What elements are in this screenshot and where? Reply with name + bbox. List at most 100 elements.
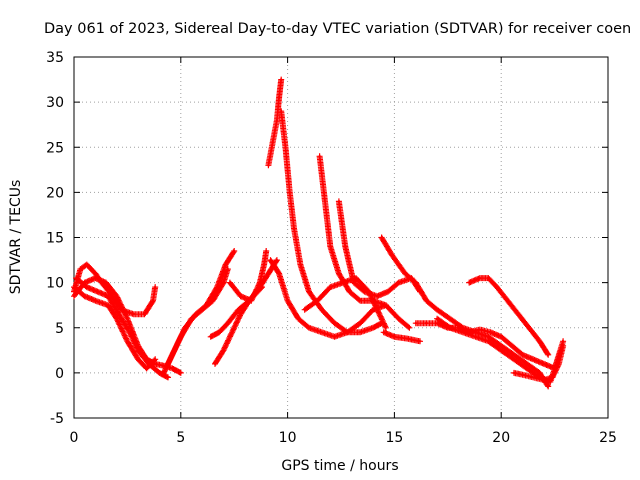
data-point [393, 335, 396, 338]
data-point [559, 349, 563, 352]
data-point [403, 272, 407, 275]
data-point [117, 313, 121, 316]
data-point [359, 322, 362, 325]
data-point [277, 96, 281, 99]
data-point [329, 245, 332, 248]
data-point [194, 313, 197, 316]
y-axis-label: SDTVAR / TECUs [8, 180, 24, 295]
y-tick-label: 0 [55, 366, 64, 382]
data-point [126, 340, 129, 343]
data-point [106, 303, 110, 307]
data-point [386, 290, 390, 293]
data-point [542, 362, 546, 366]
data-point [500, 344, 503, 347]
data-point [215, 285, 219, 289]
data-point [333, 322, 336, 325]
data-point [346, 331, 349, 334]
data-point [546, 385, 550, 388]
y-tick-label: 25 [46, 140, 64, 156]
data-point [307, 326, 311, 329]
data-point [153, 358, 157, 361]
data-point [288, 191, 291, 194]
data-point [376, 294, 379, 298]
data-point [521, 353, 524, 357]
x-tick-label: 5 [176, 430, 185, 446]
data-point [561, 340, 565, 343]
y-tick-label: 20 [46, 185, 64, 201]
data-point [425, 322, 428, 325]
data-point [162, 371, 165, 375]
data-point [275, 118, 279, 122]
data-point [549, 380, 552, 384]
data-point [478, 328, 482, 331]
data-point [299, 263, 302, 266]
data-point [348, 290, 351, 293]
data-point [145, 367, 148, 370]
y-tick-label: 15 [46, 231, 64, 247]
data-point [271, 141, 274, 144]
data-point [286, 299, 289, 302]
data-point [166, 376, 170, 379]
data-point [230, 331, 234, 334]
data-point [391, 254, 394, 257]
data-point [94, 272, 97, 275]
data-point [275, 258, 279, 262]
data-point [209, 335, 212, 338]
y-tick-label: -5 [50, 411, 64, 427]
data-point [354, 276, 358, 280]
data-point [467, 281, 471, 284]
data-point [538, 371, 541, 375]
data-point [367, 290, 370, 293]
data-point [72, 285, 76, 289]
data-point [532, 376, 535, 379]
y-tick-label: 30 [46, 95, 64, 111]
data-point [111, 294, 114, 298]
data-point [435, 317, 439, 320]
data-point [166, 362, 170, 366]
data-point [262, 263, 266, 266]
data-point [205, 303, 208, 307]
data-point [106, 294, 110, 298]
data-point [226, 322, 229, 325]
series-arc-21 [434, 315, 564, 385]
data-point [307, 290, 311, 293]
data-point [435, 322, 439, 325]
data-point [487, 340, 490, 343]
data-point [517, 313, 520, 316]
data-point [532, 358, 535, 361]
data-point [74, 276, 78, 280]
data-point [297, 317, 300, 320]
data-point [277, 272, 281, 275]
data-point [228, 281, 232, 284]
data-point [183, 326, 187, 329]
data-point [250, 299, 253, 302]
data-point [320, 331, 323, 334]
data-point [448, 326, 452, 329]
series-markers [335, 198, 423, 300]
data-point [239, 294, 242, 298]
data-point [478, 276, 482, 280]
data-point [337, 200, 341, 203]
data-point [267, 164, 270, 167]
data-point [512, 358, 516, 361]
x-tick-label: 20 [492, 430, 510, 446]
data-point [153, 285, 157, 289]
data-point [269, 258, 272, 262]
series-markers [316, 153, 413, 331]
data-point [397, 281, 400, 284]
data-point [265, 249, 268, 253]
data-point [461, 331, 464, 334]
series-arc-6 [165, 248, 238, 367]
series-arc-17 [380, 329, 423, 345]
data-point [538, 376, 541, 379]
data-point [143, 313, 146, 316]
data-point [115, 294, 118, 298]
data-point [329, 285, 332, 289]
data-point [510, 344, 514, 347]
data-point [448, 317, 452, 320]
series-arc-8 [212, 284, 265, 367]
data-point [487, 335, 490, 338]
data-point [344, 245, 347, 248]
data-point [136, 349, 140, 352]
